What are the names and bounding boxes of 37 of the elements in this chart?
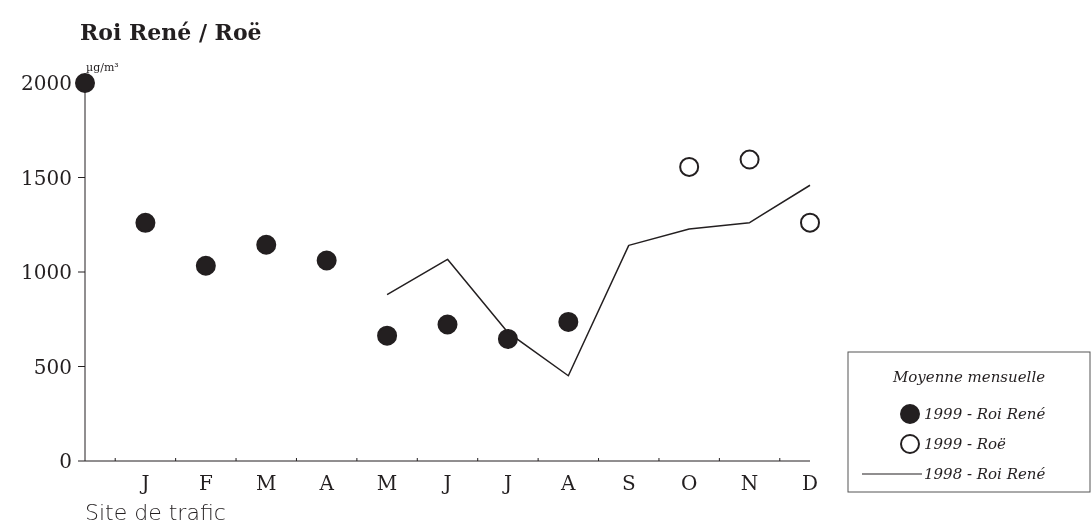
x-tick-label: A	[318, 471, 335, 495]
x-tick-label: M	[256, 471, 277, 495]
legend-label: 1999 - Roë	[924, 435, 1007, 453]
y-tick-label: 2000	[21, 71, 72, 95]
x-axis-title: Site de trafic	[85, 500, 226, 525]
point	[135, 212, 156, 233]
point	[377, 325, 398, 346]
x-tick-label: F	[198, 471, 213, 495]
point	[800, 212, 820, 233]
y-tick-label: 1500	[21, 165, 72, 190]
point	[437, 314, 458, 335]
legend-label: 1999 - Roi René	[924, 405, 1046, 423]
legend-label: 1998 - Roi René	[924, 465, 1046, 483]
y-tick-label: 500	[33, 354, 72, 379]
point	[558, 311, 579, 332]
line-series	[386, 184, 811, 377]
y-axis-title: µg/m³	[86, 61, 119, 74]
x-tick-label: J	[139, 471, 150, 495]
point	[75, 73, 95, 93]
x-tick-label: J	[501, 471, 512, 495]
x-tick-label: M	[376, 471, 398, 495]
x-tick-label: O	[680, 471, 698, 495]
x-tick-label: D	[801, 471, 819, 495]
y-tick-label: 1000	[21, 260, 72, 284]
y-tick-label: 0	[59, 449, 72, 473]
point	[256, 234, 277, 255]
legend-title: Moyenne mensuelle	[891, 368, 1046, 386]
point	[739, 149, 760, 170]
point	[195, 255, 216, 276]
point	[497, 328, 518, 349]
x-tick-label: A	[560, 471, 577, 495]
chart-title: Roi René / Roë	[80, 19, 262, 45]
x-tick-label: S	[621, 471, 636, 495]
point	[316, 250, 337, 271]
point	[679, 156, 700, 177]
x-tick-label: N	[740, 471, 759, 495]
x-tick-label: J	[441, 471, 452, 495]
